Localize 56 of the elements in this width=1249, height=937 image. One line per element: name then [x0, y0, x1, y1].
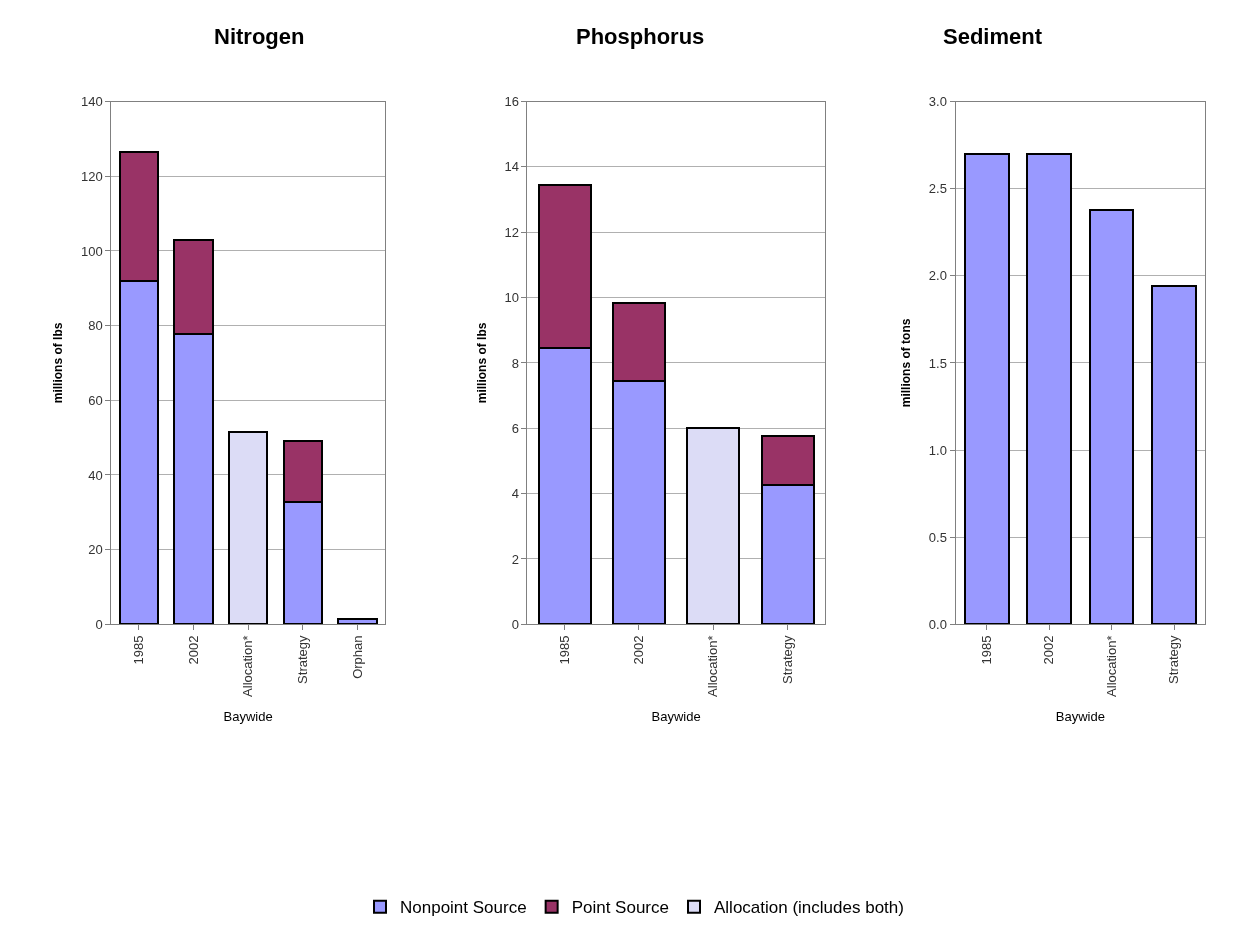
chart-title: Nitrogen	[214, 24, 305, 49]
y-tick-label: 120	[81, 168, 103, 184]
x-tick-label: 1985	[130, 635, 146, 665]
y-tick-label: 16	[504, 94, 519, 110]
y-tick-label: 2.0	[928, 268, 947, 284]
y-tick-label: 80	[88, 318, 103, 334]
bar	[1088, 208, 1135, 625]
y-tick-label: 10	[504, 290, 519, 306]
x-tick-label: Strategy	[294, 634, 310, 684]
x-tick-label: 2002	[185, 635, 201, 665]
y-axis-title: millions of lbs	[51, 322, 66, 404]
x-tick-label: 1985	[978, 635, 994, 665]
y-tick-label: 4	[511, 486, 519, 502]
x-axis-title: Baywide	[223, 708, 273, 724]
bar	[227, 431, 269, 625]
y-tick-label: 100	[81, 243, 103, 259]
chart-title: Sediment	[943, 24, 1043, 49]
bar	[963, 152, 1010, 625]
y-tick-label: 6	[511, 420, 519, 436]
y-tick-label: 2	[511, 551, 519, 567]
x-tick-label: 2002	[1041, 635, 1057, 665]
x-tick-label: Allocation*	[240, 635, 256, 697]
y-tick-label: 0.0	[928, 616, 947, 632]
y-tick-label: 3.0	[928, 94, 947, 110]
x-axis-title: Baywide	[1055, 708, 1105, 724]
x-tick-label: Orphan	[349, 635, 365, 679]
y-tick-label: 20	[88, 542, 103, 558]
x-tick-label: Allocation*	[705, 635, 721, 697]
y-axis-title: millions of lbs	[474, 322, 489, 404]
y-tick-label: 0	[511, 616, 519, 632]
x-tick-label: Strategy	[1166, 634, 1182, 684]
y-tick-label: 0.5	[928, 529, 947, 545]
x-tick-label: 2002	[631, 635, 647, 665]
x-tick-label: 1985	[556, 635, 572, 665]
y-tick-label: 40	[88, 467, 103, 483]
y-tick-label: 12	[504, 224, 519, 240]
bar	[686, 427, 741, 625]
y-tick-label: 2.5	[928, 181, 947, 197]
legend-label: Nonpoint Source	[400, 898, 527, 918]
y-axis-title: millions of tons	[899, 318, 914, 408]
y-tick-label: 14	[504, 159, 519, 175]
y-tick-label: 60	[88, 392, 103, 408]
y-tick-label: 8	[511, 355, 519, 371]
y-tick-label: 1.0	[928, 442, 947, 458]
bar	[1026, 152, 1073, 625]
chart-title: Phosphorus	[576, 24, 705, 49]
legend-label: Allocation (includes both)	[713, 898, 904, 918]
x-tick-label: Allocation*	[1103, 635, 1119, 697]
y-tick-label: 1.5	[928, 355, 947, 371]
y-tick-label: 140	[81, 94, 103, 110]
x-tick-label: Strategy	[779, 634, 795, 684]
bar	[1151, 285, 1197, 625]
y-tick-label: 0	[95, 616, 103, 632]
x-axis-title: Baywide	[651, 708, 701, 724]
legend-label: Point Source	[571, 898, 669, 918]
bar	[337, 617, 378, 625]
